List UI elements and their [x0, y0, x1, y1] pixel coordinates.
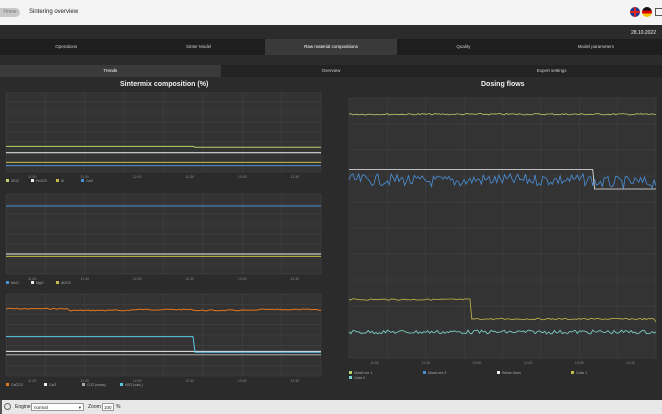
date-bar [0, 25, 662, 39]
series-line [6, 145, 321, 148]
info-icon[interactable] [4, 403, 11, 410]
tab-quality[interactable]: Quality [456, 44, 471, 49]
legend-label: H2O (calc.) [125, 383, 143, 387]
x-tick-label: 12:30 [524, 361, 533, 365]
legend-swatch [571, 371, 574, 374]
series-line [6, 336, 321, 353]
legend-swatch [31, 179, 34, 182]
subtab-trends[interactable]: Trends [0, 65, 221, 77]
engine-select[interactable]: normal [31, 403, 84, 411]
main-tabs: Operations Sinter Model Raw material com… [0, 39, 662, 55]
legend-swatch [349, 376, 352, 379]
tab-operations[interactable]: Operations [55, 44, 78, 49]
legend-label: CaO [49, 383, 56, 387]
tab-model-parameters[interactable]: Model parameters [577, 44, 614, 49]
legend-swatch [82, 383, 85, 386]
x-tick-label: 13:30 [290, 175, 299, 179]
x-tick-label: 12:00 [133, 175, 142, 179]
x-tick-label: 11:30 [81, 277, 90, 281]
series-line [5, 307, 322, 312]
legend-label: CaCO3 [11, 383, 23, 387]
zoom-unit: % [116, 404, 121, 410]
x-tick-label: 13:30 [290, 277, 299, 281]
x-tick-label: 13:30 [290, 379, 299, 383]
legend-swatch [56, 179, 59, 182]
x-tick-label: 11:00 [28, 277, 37, 281]
german-flag-icon[interactable] [642, 7, 652, 17]
sub-tabs: Trends Overview Expert settings [0, 65, 662, 77]
x-tick-label: 13:00 [238, 379, 247, 383]
engine-label: Engine [15, 404, 31, 410]
zoom-input[interactable]: 100 [102, 403, 114, 411]
tab-raw-material-compositions[interactable]: Raw material compositions [264, 39, 398, 55]
x-tick-label: 13:00 [238, 175, 247, 179]
legend-label: Si [61, 179, 64, 183]
legend-swatch [6, 281, 9, 284]
legend-swatch [44, 383, 47, 386]
left-strip [0, 400, 2, 414]
zoom-label: Zoom [88, 404, 101, 410]
legend-swatch [423, 371, 426, 374]
menu-icon[interactable] [655, 8, 662, 16]
series-line [348, 113, 657, 116]
x-tick-label: 11:30 [422, 361, 431, 365]
x-tick-label: 12:30 [185, 175, 194, 179]
subtab-expert-settings[interactable]: Expert settings [536, 68, 567, 73]
x-tick-label: 12:30 [185, 379, 194, 383]
legend-swatch [497, 371, 500, 374]
legend-swatch [31, 281, 34, 284]
dosing-flows-panel-title: Dosing flows [481, 81, 525, 88]
status-bar: Engine normal Zoom 100 % [0, 400, 662, 414]
home-button[interactable]: Home [0, 8, 20, 17]
x-tick-label: 13:00 [238, 277, 247, 281]
x-tick-label: 12:30 [185, 277, 194, 281]
legend-label: SiO2 [11, 179, 19, 183]
tab-sinter-model[interactable]: Sinter Model [185, 44, 212, 49]
x-tick-label: 12:00 [133, 277, 142, 281]
series-line [348, 172, 657, 189]
top-bar: Home Sintering overview [0, 0, 662, 25]
legend-swatch [81, 179, 84, 182]
x-tick-label: 13:30 [626, 361, 635, 365]
legend-label: Fe2O3 [36, 179, 47, 183]
x-tick-label: 11:30 [81, 379, 90, 383]
x-tick-label: 11:00 [370, 361, 379, 365]
x-tick-label: 11:00 [28, 379, 37, 383]
uk-flag-icon[interactable] [630, 7, 640, 17]
legend-label: Al2O3 [61, 281, 71, 285]
sintermix-chart-3: 11:00 11:30 12:00 12:30 13:00 13:30 CaCO3 CaO CO… [5, 293, 322, 387]
legend-swatch [120, 383, 123, 386]
legend-label: Return fines [502, 371, 521, 375]
legend-label: CO2 (mass) [87, 383, 106, 387]
legend-swatch [349, 371, 352, 374]
legend-label: Mixed ore 2 [428, 371, 446, 375]
sintermix-panel-title: Sintermix composition (%) [120, 81, 209, 88]
page-title: Sintering overview [29, 9, 79, 15]
legend-label: Coke 2 [354, 376, 365, 380]
legend-label: CaO [86, 179, 93, 183]
legend-swatch [6, 383, 9, 386]
legend-label: MgO [36, 281, 44, 285]
x-tick-label: 12:00 [473, 361, 482, 365]
x-tick-label: 11:30 [81, 175, 90, 179]
sintermix-chart-2: 11:00 11:30 12:00 12:30 13:00 13:30 MnO MgO Al2O… [5, 193, 322, 285]
sintermix-chart-1: 11:00 11:30 12:00 12:30 13:00 13:30 SiO2 Fe2O3 S… [5, 92, 322, 183]
subtab-overview[interactable]: Overview [321, 68, 341, 73]
x-tick-label: 12:00 [133, 379, 142, 383]
legend-label: MnO [11, 281, 19, 285]
legend-label: Mixed ore 1 [354, 371, 372, 375]
legend-swatch [6, 179, 9, 182]
series-line [348, 329, 657, 335]
legend-swatch [56, 281, 59, 284]
series-line [348, 298, 657, 323]
legend-label: Coke 1 [576, 371, 587, 375]
current-date: 28.10.2022 [630, 30, 656, 36]
x-tick-label: 13:00 [575, 361, 584, 365]
x-tick-label: 11:00 [28, 175, 37, 179]
series-line [349, 169, 656, 190]
dosing-flows-chart: 11:00 11:30 12:00 12:30 13:00 13:30 Mixed ore … [348, 97, 657, 380]
